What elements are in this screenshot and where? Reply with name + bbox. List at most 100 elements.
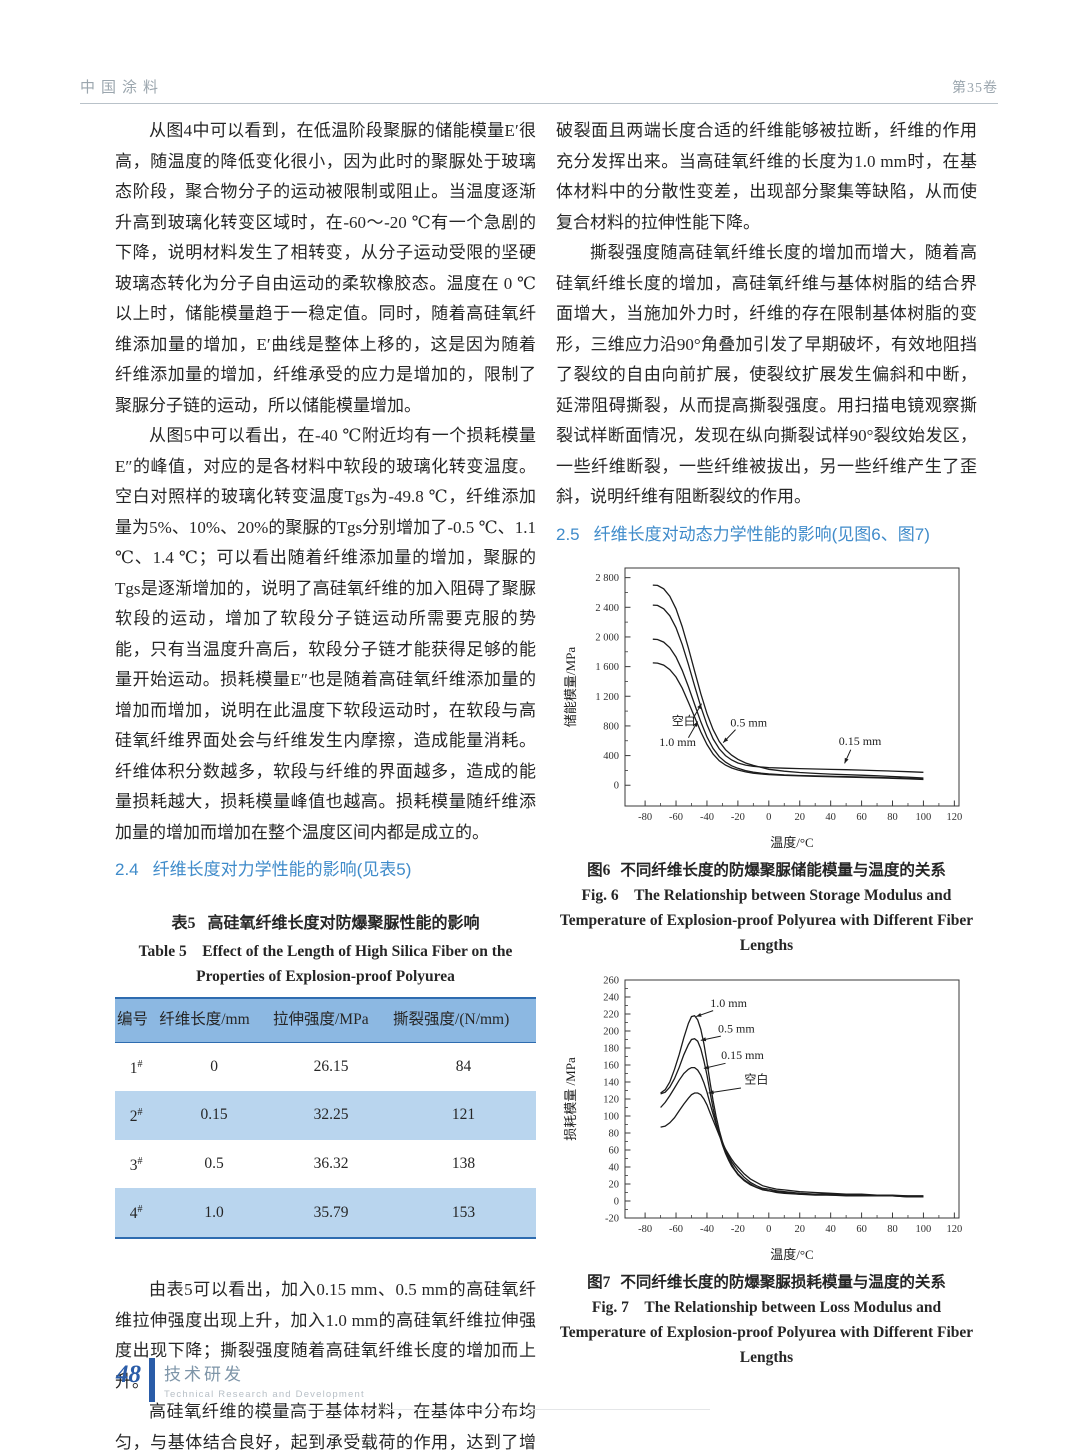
figure-6: -80 -60 -40 -20 0 20 40 60 80 100 120 0 400 800 1 200 1… [556,556,977,854]
svg-text:2 000: 2 000 [595,632,619,643]
series-1.0 mm [659,1014,923,1197]
fig7-label: 图7 [587,1273,611,1291]
table-cell: 35.79 [271,1188,392,1239]
svg-text:1 200: 1 200 [595,691,619,702]
svg-text:20: 20 [794,1224,805,1235]
svg-text:0: 0 [766,812,771,823]
svg-text:0.5 mm: 0.5 mm [730,715,767,729]
svg-text:-20: -20 [730,1224,744,1235]
svg-text:80: 80 [887,812,898,823]
svg-text:-80: -80 [638,1224,652,1235]
svg-text:温度/°C: 温度/°C [770,1247,813,1262]
svg-text:-60: -60 [669,812,683,823]
table5-header-cell: 拉伸强度/MPa [271,998,392,1043]
section-title: 纤维长度对动态力学性能的影响(见图6、图7) [593,524,930,544]
svg-text:1 600: 1 600 [595,662,619,673]
svg-text:100: 100 [915,1224,931,1235]
series-0.5 mm [659,1037,923,1197]
table5-header-cell: 纤维长度/mm [157,998,271,1043]
svg-text:空白: 空白 [744,1071,768,1086]
svg-text:-40: -40 [699,1224,713,1235]
table5-label: 表5 [171,915,196,932]
svg-text:60: 60 [608,1145,619,1156]
svg-text:-60: -60 [669,1224,683,1235]
svg-text:800: 800 [603,721,619,732]
paragraph: 破裂面且两端长度合适的纤维能够被拉断，纤维的作用充分发挥出来。当高硅氧纤维的长度… [556,121,977,232]
table5-title-text: 高硅氧纤维长度对防爆聚脲性能的影响 [207,915,480,932]
section-heading-2-5: 2.5 纤维长度对动态力学性能的影响(见图6、图7) [556,520,977,550]
svg-text:80: 80 [887,1224,898,1235]
table-cell: 121 [391,1091,536,1140]
svg-text:60: 60 [856,1224,867,1235]
svg-text:40: 40 [825,1224,836,1235]
svg-text:0.15 mm: 0.15 mm [721,1048,764,1062]
svg-text:0: 0 [613,1196,618,1207]
sample-id-cell: 2# [115,1091,158,1140]
svg-text:2 400: 2 400 [595,602,619,613]
sample-id-cell: 4# [115,1188,158,1239]
svg-text:-20: -20 [605,1213,619,1224]
svg-text:0: 0 [613,780,618,791]
svg-text:0: 0 [766,1224,771,1235]
table5-header-cell: 编号 [115,998,158,1043]
fig7-caption-cn: 图7 不同纤维长度的防爆聚脲损耗模量与温度的关系 [556,1270,977,1295]
svg-text:220: 220 [603,1009,619,1020]
footer-section-cn: 技术研发 [164,1365,244,1384]
svg-text:-40: -40 [699,812,713,823]
svg-text:-80: -80 [638,812,652,823]
svg-text:60: 60 [856,812,867,823]
footer-bar [149,1358,155,1402]
fig7-caption-en: Fig. 7 The Relationship between Loss Mod… [559,1298,974,1366]
section-number: 2.4 [115,860,139,879]
svg-text:240: 240 [603,992,619,1003]
svg-text:损耗模量 /MPa: 损耗模量 /MPa [563,1057,578,1141]
svg-text:0.15 mm: 0.15 mm [838,733,881,747]
sample-id-cell: 3# [129,1155,143,1174]
table-cell: 153 [391,1188,536,1239]
svg-text:1.0 mm: 1.0 mm [659,734,696,748]
svg-text:160: 160 [603,1060,619,1071]
table5-body: 1# 0 26.15 84 2# 0.15 32.25 121 3# 0.5 36.32 138 4# 1… [115,1042,536,1239]
svg-text:100: 100 [603,1111,619,1122]
svg-text:40: 40 [825,812,836,823]
svg-text:1.0 mm: 1.0 mm [710,996,747,1010]
section-heading-2-4: 2.4 纤维长度对力学性能的影响(见表5) [115,855,536,885]
svg-text:-20: -20 [730,812,744,823]
footer-section: 技术研发 Technical Research and Development [164,1358,365,1400]
table-cell: 0.5 [204,1154,224,1172]
series-0.15 mm [659,1066,923,1197]
paragraph: 从图5中可以看出，在-40 ℃附近均有一个损耗模量E″的峰值，对应的是各材料中软… [115,426,536,842]
table-row: 2# 0.15 32.25 121 [115,1091,536,1140]
paragraph: 撕裂强度随高硅氧纤维长度的增加而增大，随着高硅氧纤维长度的增加，高硅氧纤维与基体… [556,243,977,506]
svg-text:120: 120 [603,1094,619,1105]
svg-text:120: 120 [946,1224,962,1235]
svg-text:2 800: 2 800 [595,573,619,584]
svg-text:200: 200 [603,1026,619,1037]
svg-text:20: 20 [608,1179,619,1190]
svg-text:80: 80 [608,1128,619,1139]
table-cell: 26.15 [313,1057,349,1075]
table5-header-row: 编号 纤维长度/mm 拉伸强度/MPa 撕裂强度/(N/mm) [115,998,536,1043]
fig6-label: 图6 [587,861,611,879]
journal-name: 中国涂料 [80,80,165,96]
paragraph: 由表5可以看出，加入0.15 mm、0.5 mm的高硅氧纤维拉伸强度出现上升，加… [115,1280,536,1391]
svg-text:储能模量/MPa: 储能模量/MPa [563,646,578,726]
series-空白 [659,1091,923,1197]
svg-text:260: 260 [603,975,619,986]
svg-text:400: 400 [603,751,619,762]
sample-id-cell: 1# [129,1058,143,1077]
svg-text:40: 40 [608,1162,619,1173]
right-column: 破裂面且两端长度合适的纤维能够被拉断，纤维的作用充分发挥出来。当高硅氧纤维的长度… [556,116,977,1380]
paragraph: 高硅氧纤维的模量高于基体材料，在基体中分布均匀，与基体结合良好，起到承受载荷的作… [115,1402,536,1451]
svg-text:20: 20 [794,812,805,823]
table5-title-cn: 表5 高硅氧纤维长度对防爆聚脲性能的影响 [115,911,536,937]
table-cell: 36.32 [313,1154,349,1172]
page-footer: 48 技术研发 Technical Research and Developme… [116,1358,365,1402]
svg-text:空白: 空白 [671,713,695,728]
running-head: 中国涂料 第35卷 [80,72,998,104]
paragraph: 从图4中可以看到，在低温阶段聚脲的储能模量E′很高，随温度的降低变化很小，因为此… [115,121,536,415]
svg-text:120: 120 [946,812,962,823]
table-cell: 84 [455,1057,472,1075]
fig6-caption-text: 不同纤维长度的防爆聚脲储能模量与温度的关系 [620,861,946,879]
